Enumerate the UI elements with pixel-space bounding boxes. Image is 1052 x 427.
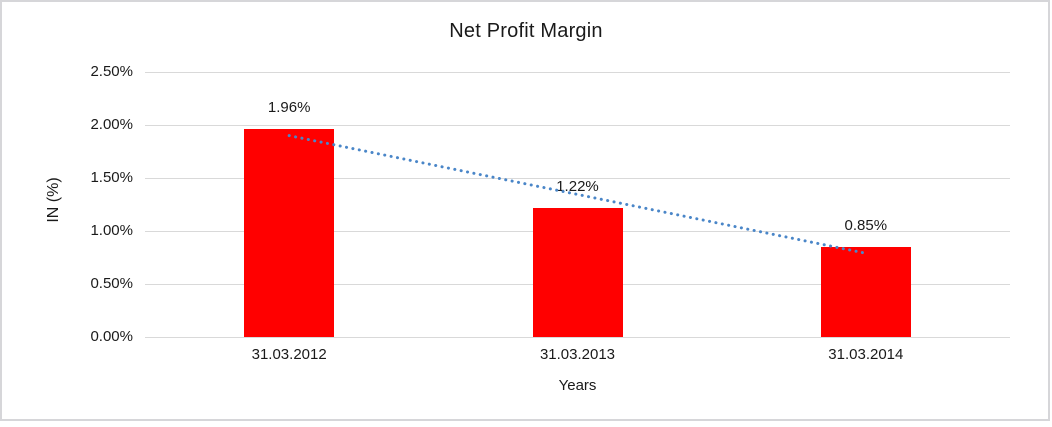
x-tick-label: 31.03.2013 <box>539 346 616 363</box>
data-label: 1.22% <box>556 177 599 195</box>
gridline-2.50% <box>145 72 1010 73</box>
x-tick-label: 31.03.2014 <box>828 346 904 363</box>
y-tick-label: 0.50% <box>90 275 133 292</box>
bar-31.03.2013[interactable] <box>532 207 623 337</box>
y-tick-label: 2.00% <box>90 116 133 133</box>
y-tick-label: 1.50% <box>90 169 133 186</box>
y-tick-label: 2.50% <box>90 63 133 80</box>
x-tick-label: 31.03.2012 <box>251 346 327 363</box>
bar-31.03.2012[interactable] <box>244 129 335 337</box>
gridline-2.00% <box>145 125 1010 126</box>
data-label: 1.96% <box>267 99 311 117</box>
bar-31.03.2014[interactable] <box>820 246 911 337</box>
y-tick-label: 0.00% <box>90 328 133 345</box>
y-axis-title: IN (%) <box>45 177 62 223</box>
data-label: 0.85% <box>844 216 888 234</box>
gridline-0.00% <box>145 337 1010 338</box>
y-tick-label: 1.00% <box>90 222 133 239</box>
chart-title[interactable]: Net Profit Margin <box>449 20 603 42</box>
x-axis-title: Years <box>558 377 597 394</box>
